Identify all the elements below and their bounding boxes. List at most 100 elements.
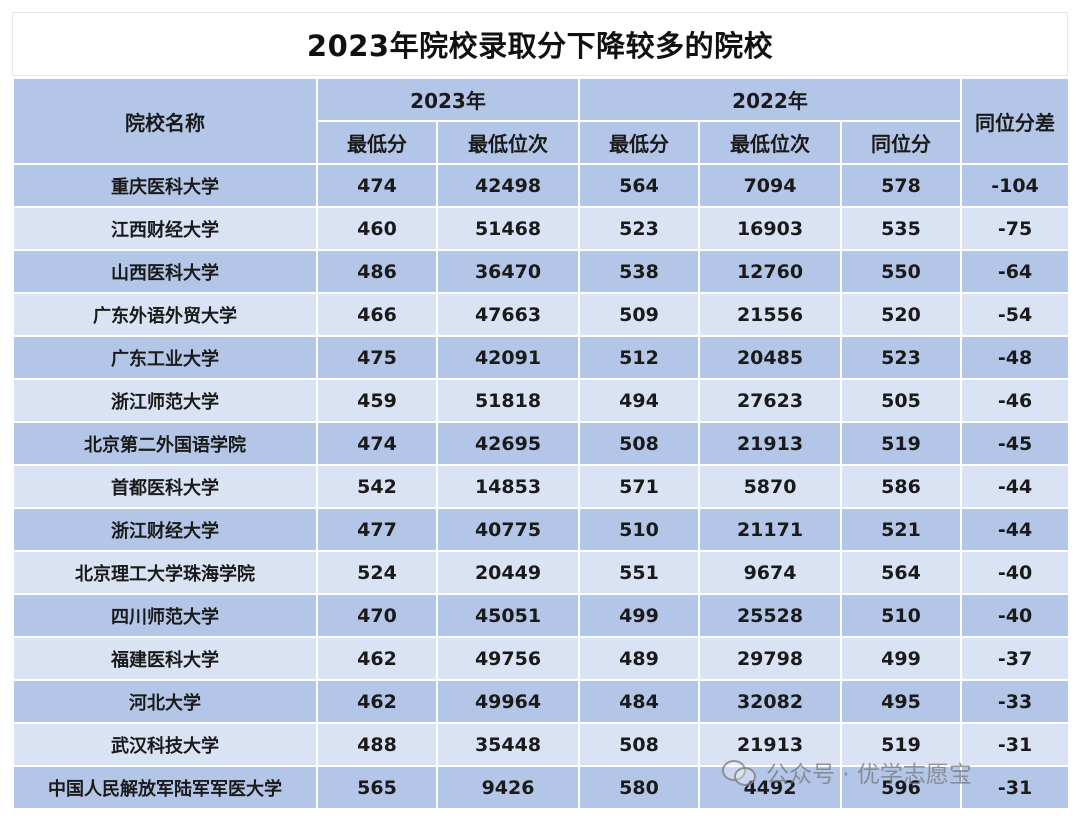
cell-min-rank-2022: 16903 — [698, 206, 843, 251]
cell-same-rank-score: 499 — [840, 636, 963, 681]
cell-min-score-2022: 571 — [578, 464, 701, 509]
cell-school-name: 浙江师范大学 — [12, 378, 318, 423]
header-school-name: 院校名称 — [12, 77, 318, 165]
cell-same-rank-diff: -104 — [960, 163, 1071, 208]
cell-min-score-2023: 470 — [316, 593, 438, 638]
header-same-rank-diff: 同位分差 — [960, 77, 1071, 165]
cell-school-name: 中国人民解放军陆军军医大学 — [12, 765, 318, 810]
cell-min-score-2022: 508 — [578, 421, 701, 466]
cell-same-rank-diff: -44 — [960, 507, 1071, 552]
header-same-rank-score: 同位分 — [840, 120, 963, 165]
cell-min-rank-2023: 49964 — [435, 679, 581, 724]
cell-same-rank-score: 519 — [840, 421, 963, 466]
cell-min-score-2023: 542 — [316, 464, 438, 509]
cell-same-rank-score: 505 — [840, 378, 963, 423]
cell-min-score-2023: 477 — [316, 507, 438, 552]
cell-min-score-2023: 462 — [316, 679, 438, 724]
cell-min-rank-2023: 42695 — [435, 421, 581, 466]
cell-min-score-2023: 459 — [316, 378, 438, 423]
cell-school-name: 首都医科大学 — [12, 464, 318, 509]
cell-min-rank-2022: 29798 — [698, 636, 843, 681]
cell-min-score-2022: 484 — [578, 679, 701, 724]
cell-min-score-2023: 565 — [316, 765, 438, 810]
cell-min-rank-2023: 47663 — [435, 292, 581, 337]
cell-school-name: 四川师范大学 — [12, 593, 318, 638]
cell-min-score-2022: 509 — [578, 292, 701, 337]
cell-same-rank-diff: -64 — [960, 249, 1071, 294]
cell-min-rank-2023: 9426 — [435, 765, 581, 810]
cell-same-rank-score: 586 — [840, 464, 963, 509]
cell-min-score-2022: 494 — [578, 378, 701, 423]
cell-same-rank-diff: -54 — [960, 292, 1071, 337]
cell-school-name: 广东外语外贸大学 — [12, 292, 318, 337]
cell-same-rank-diff: -33 — [960, 679, 1071, 724]
cell-min-rank-2022: 21913 — [698, 722, 843, 767]
table-row: 河北大学 462 49964 484 32082 495 -33 — [12, 679, 1071, 724]
cell-school-name: 山西医科大学 — [12, 249, 318, 294]
cell-min-score-2022: 564 — [578, 163, 701, 208]
table-row: 四川师范大学 470 45051 499 25528 510 -40 — [12, 593, 1071, 638]
cell-min-score-2022: 489 — [578, 636, 701, 681]
header-year-2023: 2023年 — [315, 77, 581, 122]
cell-same-rank-diff: -44 — [960, 464, 1071, 509]
cell-min-score-2023: 462 — [316, 636, 438, 681]
cell-same-rank-diff: -46 — [960, 378, 1071, 423]
cell-same-rank-score: 550 — [840, 249, 963, 294]
cell-min-score-2022: 508 — [578, 722, 701, 767]
cell-min-rank-2023: 40775 — [435, 507, 581, 552]
table-row: 北京理工大学珠海学院 524 20449 551 9674 564 -40 — [12, 550, 1071, 595]
cell-min-score-2022: 499 — [578, 593, 701, 638]
table-row: 武汉科技大学 488 35448 508 21913 519 -31 — [12, 722, 1071, 767]
cell-min-score-2023: 488 — [316, 722, 438, 767]
table-row: 中国人民解放军陆军军医大学 565 9426 580 4492 596 -31 — [12, 765, 1071, 810]
title-box: 2023年院校录取分下降较多的院校 — [12, 12, 1068, 76]
cell-min-score-2023: 474 — [316, 421, 438, 466]
cell-min-rank-2023: 51818 — [435, 378, 581, 423]
table-row: 北京第二外国语学院 474 42695 508 21913 519 -45 — [12, 421, 1071, 466]
cell-min-rank-2022: 32082 — [698, 679, 843, 724]
header-min-rank-2023: 最低位次 — [435, 120, 581, 165]
cell-min-rank-2022: 20485 — [698, 335, 843, 380]
cell-min-rank-2022: 21913 — [698, 421, 843, 466]
header-min-score-2023: 最低分 — [316, 120, 438, 165]
cell-min-score-2023: 524 — [316, 550, 438, 595]
cell-min-score-2023: 474 — [316, 163, 438, 208]
cell-same-rank-score: 523 — [840, 335, 963, 380]
cell-min-rank-2023: 35448 — [435, 722, 581, 767]
cell-min-score-2023: 460 — [316, 206, 438, 251]
cell-min-rank-2022: 4492 — [698, 765, 843, 810]
cell-school-name: 广东工业大学 — [12, 335, 318, 380]
cell-school-name: 河北大学 — [12, 679, 318, 724]
cell-same-rank-score: 520 — [840, 292, 963, 337]
cell-min-rank-2023: 45051 — [435, 593, 581, 638]
cell-min-rank-2023: 14853 — [435, 464, 581, 509]
cell-same-rank-score: 596 — [840, 765, 963, 810]
table-row: 浙江财经大学 477 40775 510 21171 521 -44 — [12, 507, 1071, 552]
cell-min-score-2022: 580 — [578, 765, 701, 810]
cell-school-name: 北京理工大学珠海学院 — [12, 550, 318, 595]
cell-same-rank-diff: -40 — [960, 550, 1071, 595]
cell-min-score-2023: 475 — [316, 335, 438, 380]
cell-school-name: 北京第二外国语学院 — [12, 421, 318, 466]
cell-same-rank-score: 519 — [840, 722, 963, 767]
cell-same-rank-diff: -40 — [960, 593, 1071, 638]
cell-same-rank-diff: -31 — [960, 722, 1071, 767]
cell-min-rank-2022: 12760 — [698, 249, 843, 294]
table-row: 浙江师范大学 459 51818 494 27623 505 -46 — [12, 378, 1071, 423]
cell-same-rank-diff: -31 — [960, 765, 1071, 810]
header-year-2022: 2022年 — [578, 77, 963, 122]
admission-table: 院校名称 2023年 2022年 同位分差 最低分 最低位次 最低分 最低位次 … — [12, 77, 1071, 810]
cell-same-rank-diff: -48 — [960, 335, 1071, 380]
cell-same-rank-diff: -37 — [960, 636, 1071, 681]
table-row: 江西财经大学 460 51468 523 16903 535 -75 — [12, 206, 1071, 251]
cell-min-rank-2022: 27623 — [698, 378, 843, 423]
cell-min-rank-2022: 21171 — [698, 507, 843, 552]
cell-same-rank-score: 578 — [840, 163, 963, 208]
table-row: 重庆医科大学 474 42498 564 7094 578 -104 — [12, 163, 1071, 208]
cell-school-name: 江西财经大学 — [12, 206, 318, 251]
cell-min-rank-2022: 21556 — [698, 292, 843, 337]
cell-min-score-2022: 551 — [578, 550, 701, 595]
cell-min-rank-2023: 20449 — [435, 550, 581, 595]
cell-min-rank-2023: 36470 — [435, 249, 581, 294]
table-row: 山西医科大学 486 36470 538 12760 550 -64 — [12, 249, 1071, 294]
